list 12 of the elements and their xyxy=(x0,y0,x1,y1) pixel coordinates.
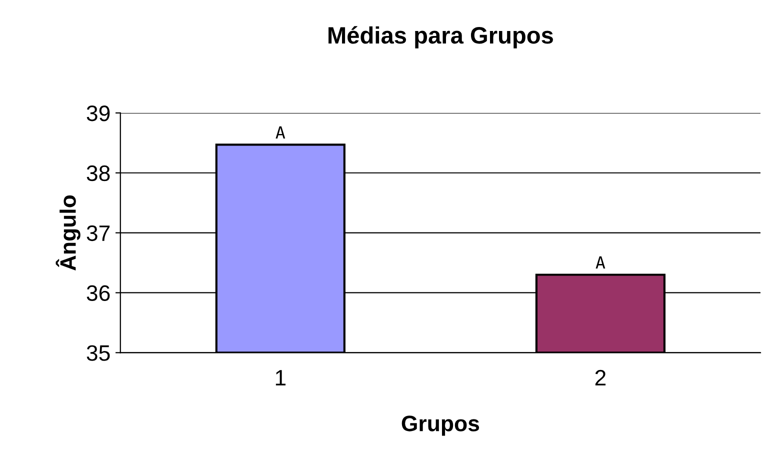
y-axis-title: Ângulo xyxy=(56,195,80,271)
y-tick-label: 38 xyxy=(86,165,110,182)
x-tick-label: 1 xyxy=(276,370,286,386)
y-tick-label: 35 xyxy=(86,345,110,361)
chart-title: Médias para Grupos xyxy=(328,26,553,48)
x-tick-label: 2 xyxy=(595,370,606,386)
y-tick-label: 39 xyxy=(86,105,110,122)
y-tick-label: 37 xyxy=(86,225,110,242)
x-axis-title: Grupos xyxy=(402,416,480,436)
annotation: A xyxy=(596,256,606,269)
annotation: A xyxy=(276,126,286,138)
y-tick-label: 36 xyxy=(86,285,110,302)
